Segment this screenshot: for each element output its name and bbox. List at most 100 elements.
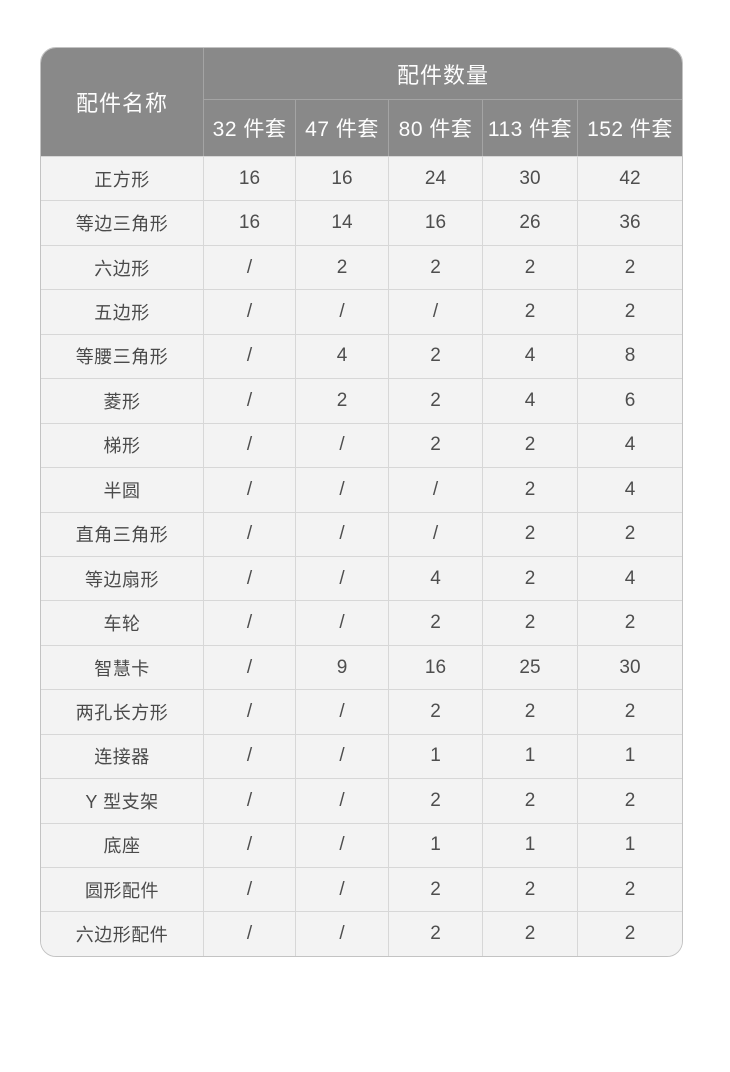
header-part-quantity-group: 配件数量 [203, 48, 682, 100]
part-name-cell: 半圆 [41, 467, 203, 512]
quantity-cell: 2 [482, 555, 577, 601]
quantity-cell: / [295, 422, 388, 468]
quantity-cell: / [203, 733, 295, 779]
quantity-cell: 2 [482, 778, 577, 823]
quantity-cell: 1 [388, 822, 482, 867]
part-name-cell: 五边形 [41, 289, 203, 334]
quantity-cell: / [295, 911, 388, 956]
quantity-cell: 2 [577, 778, 682, 823]
quantity-cell: 2 [577, 289, 682, 334]
quantity-cell: / [295, 289, 388, 334]
part-name-cell: 正方形 [41, 156, 203, 201]
quantity-cell: / [203, 244, 295, 290]
quantity-cell: 4 [577, 555, 682, 601]
part-name-cell: 两孔长方形 [41, 689, 203, 734]
part-name-cell: 连接器 [41, 733, 203, 779]
quantity-cell: 16 [203, 156, 295, 201]
part-name-cell: 底座 [41, 822, 203, 867]
quantity-cell: 2 [482, 867, 577, 912]
quantity-cell: 2 [482, 511, 577, 556]
quantity-cell: / [203, 600, 295, 645]
quantity-cell: 2 [388, 778, 482, 823]
quantity-cell: 6 [577, 378, 682, 423]
quantity-cell: / [203, 422, 295, 468]
quantity-cell: / [203, 511, 295, 556]
quantity-cell: 16 [295, 156, 388, 201]
quantity-cell: 9 [295, 644, 388, 690]
quantity-cell: 24 [388, 156, 482, 201]
quantity-cell: 2 [482, 689, 577, 734]
quantity-cell: 2 [577, 511, 682, 556]
quantity-cell: 2 [388, 422, 482, 468]
quantity-cell: / [295, 778, 388, 823]
quantity-cell: / [203, 778, 295, 823]
quantity-cell: 2 [482, 289, 577, 334]
quantity-cell: 2 [482, 422, 577, 468]
quantity-cell: 4 [577, 422, 682, 468]
part-name-cell: 菱形 [41, 378, 203, 423]
part-name-cell: 等腰三角形 [41, 333, 203, 379]
quantity-cell: 2 [577, 244, 682, 290]
quantity-cell: 25 [482, 644, 577, 690]
quantity-cell: 2 [482, 467, 577, 512]
quantity-cell: / [295, 689, 388, 734]
quantity-cell: 2 [482, 244, 577, 290]
quantity-cell: 2 [388, 867, 482, 912]
part-name-cell: 车轮 [41, 600, 203, 645]
quantity-cell: 2 [388, 244, 482, 290]
quantity-cell: 2 [577, 600, 682, 645]
quantity-cell: 1 [388, 733, 482, 779]
part-name-cell: 直角三角形 [41, 511, 203, 556]
part-name-cell: 六边形 [41, 244, 203, 290]
quantity-cell: / [295, 511, 388, 556]
quantity-cell: / [203, 822, 295, 867]
column-header-32-set: 32 件套 [203, 100, 295, 156]
quantity-cell: / [203, 867, 295, 912]
quantity-cell: 30 [482, 156, 577, 201]
quantity-cell: 36 [577, 200, 682, 245]
part-name-cell: Y 型支架 [41, 778, 203, 823]
part-name-cell: 等边三角形 [41, 200, 203, 245]
quantity-cell: / [203, 555, 295, 601]
quantity-cell: 16 [388, 644, 482, 690]
quantity-cell: 2 [577, 867, 682, 912]
quantity-cell: 2 [388, 378, 482, 423]
part-name-cell: 等边扇形 [41, 555, 203, 601]
part-name-cell: 六边形配件 [41, 911, 203, 956]
quantity-cell: / [295, 555, 388, 601]
quantity-cell: 2 [388, 333, 482, 379]
quantity-cell: 4 [577, 467, 682, 512]
column-header-113-set: 113 件套 [482, 100, 577, 156]
header-part-name: 配件名称 [41, 48, 203, 156]
column-header-152-set: 152 件套 [577, 100, 682, 156]
quantity-cell: 4 [482, 333, 577, 379]
quantity-cell: 16 [203, 200, 295, 245]
quantity-cell: 2 [388, 911, 482, 956]
part-name-cell: 圆形配件 [41, 867, 203, 912]
quantity-cell: 26 [482, 200, 577, 245]
quantity-cell: 1 [482, 733, 577, 779]
parts-quantity-table: 配件名称 配件数量 32 件套 47 件套 80 件套 113 件套 152 件… [40, 47, 683, 957]
quantity-cell: 16 [388, 200, 482, 245]
quantity-cell: 4 [482, 378, 577, 423]
quantity-cell: 1 [577, 822, 682, 867]
quantity-cell: / [203, 378, 295, 423]
part-name-cell: 梯形 [41, 422, 203, 468]
quantity-cell: 2 [295, 244, 388, 290]
quantity-cell: 2 [577, 689, 682, 734]
quantity-cell: / [203, 911, 295, 956]
quantity-cell: / [203, 333, 295, 379]
quantity-cell: / [203, 289, 295, 334]
part-name-cell: 智慧卡 [41, 644, 203, 690]
quantity-cell: / [295, 822, 388, 867]
column-header-47-set: 47 件套 [295, 100, 388, 156]
quantity-cell: 2 [388, 600, 482, 645]
quantity-cell: 2 [482, 911, 577, 956]
column-header-80-set: 80 件套 [388, 100, 482, 156]
quantity-cell: 2 [388, 689, 482, 734]
quantity-cell: / [203, 644, 295, 690]
quantity-cell: / [203, 467, 295, 512]
quantity-cell: / [295, 867, 388, 912]
quantity-cell: 8 [577, 333, 682, 379]
quantity-cell: 2 [482, 600, 577, 645]
